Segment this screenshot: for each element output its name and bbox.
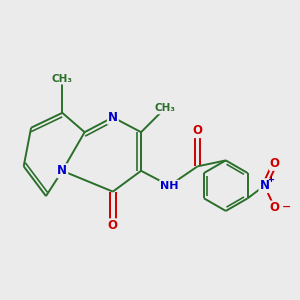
Text: O: O [270, 157, 280, 170]
Text: N: N [260, 179, 269, 192]
Text: N: N [57, 164, 67, 177]
Text: −: − [281, 202, 291, 212]
Text: NH: NH [160, 181, 178, 191]
Text: O: O [193, 124, 202, 137]
Text: CH₃: CH₃ [154, 103, 176, 113]
Text: CH₃: CH₃ [52, 74, 73, 84]
Text: O: O [108, 219, 118, 232]
Text: O: O [270, 202, 280, 214]
Text: +: + [268, 175, 274, 184]
Text: N: N [108, 111, 118, 124]
